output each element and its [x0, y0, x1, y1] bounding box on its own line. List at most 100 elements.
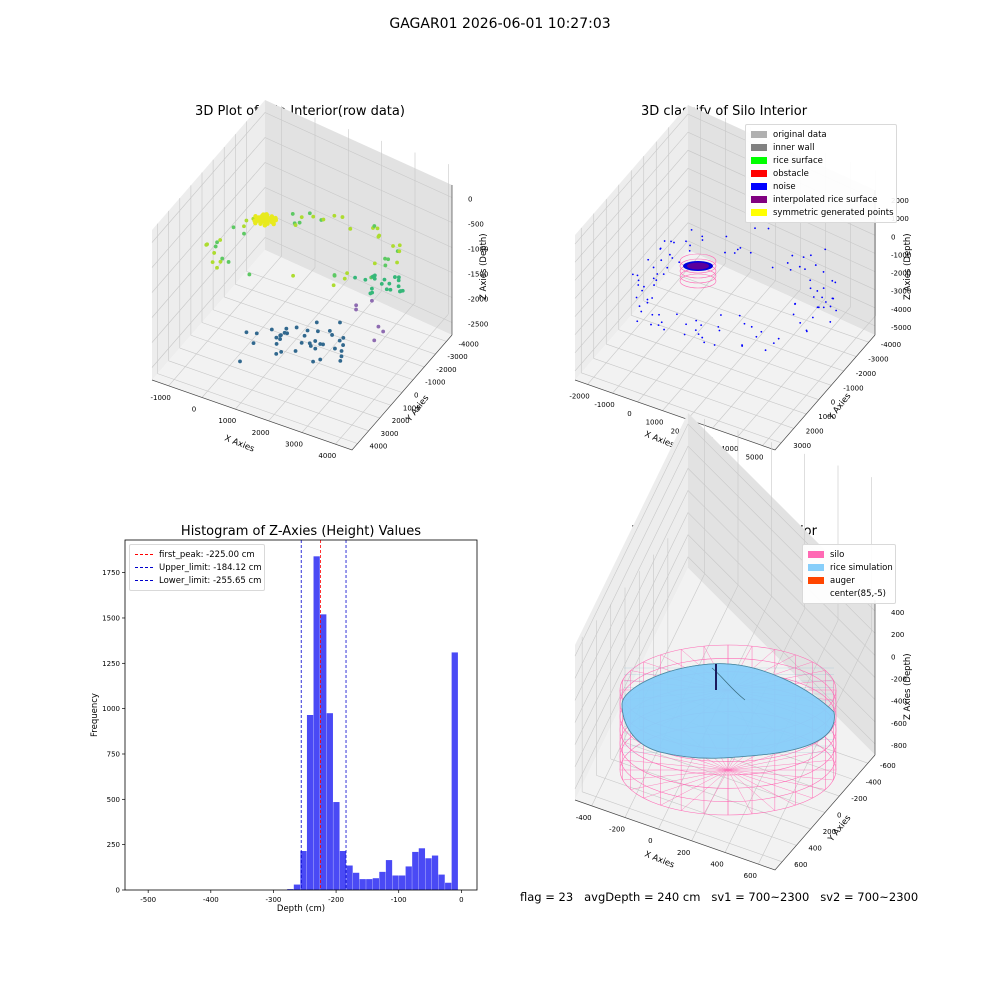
- histogram-bar: [346, 865, 353, 890]
- p1-point: [348, 226, 353, 231]
- p1-grid-y: [224, 296, 425, 368]
- legend-swatch: [808, 564, 824, 571]
- p2-noise-point: [809, 279, 812, 282]
- p2-noise-point: [834, 281, 837, 284]
- p1-point: [354, 303, 359, 308]
- p1-grid-x: [201, 267, 316, 398]
- histogram-bar: [431, 855, 439, 890]
- p1-point: [313, 346, 318, 351]
- p1-point: [251, 341, 256, 345]
- p1-point: [290, 212, 295, 216]
- p1-point: [291, 273, 295, 278]
- p1-point: [254, 331, 259, 336]
- rice-outline: [621, 663, 835, 759]
- p1-point: [332, 273, 337, 277]
- p1-ytick: 3000: [381, 430, 399, 438]
- p2-xtick: 5000: [746, 454, 764, 462]
- p1-point: [383, 256, 387, 261]
- p2-ztick: -2000: [891, 270, 911, 278]
- p4-xtick: 600: [744, 872, 757, 880]
- histogram-ytick: 1500: [102, 614, 120, 622]
- p1-grid-z: [151, 112, 453, 243]
- p1-point: [278, 333, 283, 338]
- figure-title: GAGAR01 2026-06-01 10:27:03: [389, 16, 611, 32]
- legend-entry: silo: [808, 548, 890, 561]
- p2-noise-point: [631, 273, 634, 276]
- legend-swatch: [808, 590, 824, 597]
- histogram-bar: [445, 882, 452, 890]
- histogram-bar: [425, 858, 432, 890]
- p2-silo-ring: [679, 258, 717, 274]
- histogram-frame: [124, 539, 478, 891]
- histogram-bar: [451, 652, 458, 890]
- p1-point: [387, 281, 392, 286]
- p1-point: [384, 287, 389, 292]
- p1-xtick: 4000: [318, 452, 336, 460]
- status-footer: flag = 23 avgDepth = 240 cm sv1 = 700~23…: [520, 890, 919, 904]
- p1-point: [274, 335, 279, 340]
- legend-entry: obstacle: [751, 167, 891, 180]
- legend-swatch: [751, 144, 767, 151]
- histogram-bar: [418, 848, 426, 890]
- p1-point: [375, 226, 380, 231]
- silo-spoke: [727, 769, 813, 799]
- histogram-ytick: 0: [116, 887, 120, 895]
- p2-noise-point: [660, 321, 663, 324]
- p1-point: [297, 220, 302, 225]
- p4-ztick: -800: [891, 742, 907, 750]
- p1-point: [238, 359, 242, 364]
- p2-noise-point: [816, 290, 819, 292]
- p1-point: [341, 343, 345, 347]
- p1-grid-y: [168, 360, 369, 432]
- panel2-ticks: -2000 -1000 0 1000 2000 3000 4000 5000 -4000 -300…: [569, 197, 911, 462]
- p2-noise-point: [662, 273, 665, 276]
- p4-ytick: 600: [794, 861, 807, 869]
- p1-point: [278, 337, 282, 341]
- p2-noise-point: [673, 241, 675, 244]
- p2-noise-point: [643, 285, 645, 288]
- p2-ztick: 0: [891, 233, 895, 241]
- p1-point: [331, 283, 336, 288]
- p2-noise-point: [683, 333, 686, 336]
- legend-entry: Upper_limit: -184.12 cm: [135, 561, 262, 574]
- p2-noise-point: [637, 284, 640, 286]
- p2-ztick: 2000: [891, 197, 909, 205]
- legend-swatch: [751, 196, 767, 203]
- p1-xtick: -1000: [150, 394, 170, 402]
- p1-ztick: -1500: [468, 271, 488, 279]
- p4-xtick: -200: [609, 826, 625, 834]
- p1-point: [293, 223, 298, 227]
- p1-point: [279, 349, 284, 354]
- histogram-xtick: 0: [459, 896, 463, 904]
- p2-noise-point: [733, 252, 736, 254]
- p1-grid-z: [151, 237, 453, 368]
- p4-ztick: 200: [891, 631, 904, 639]
- p2-noise-point: [831, 297, 834, 300]
- p2-noise-point: [663, 240, 666, 242]
- p1-point: [210, 260, 215, 265]
- silo-spoke: [727, 759, 834, 771]
- legend-swatch: [751, 170, 767, 177]
- p2-grid-z: [574, 204, 876, 335]
- p1-point: [226, 260, 231, 264]
- histogram-bar: [385, 860, 393, 890]
- p1-point: [382, 277, 387, 282]
- p1-point: [341, 335, 346, 340]
- p1-grid-y: [179, 347, 380, 419]
- p1-point: [314, 320, 319, 325]
- p1-point: [345, 271, 350, 276]
- silo-spoke: [727, 769, 796, 806]
- p1-grid-y: [201, 322, 403, 393]
- legend-label: Upper_limit: -184.12 cm: [159, 562, 262, 573]
- histogram-bar: [399, 875, 406, 890]
- histogram-bar: [333, 802, 340, 890]
- p2-noise-point: [772, 342, 775, 345]
- p1-point: [333, 346, 337, 351]
- p1-point: [299, 215, 304, 220]
- p2-noise-point: [777, 337, 780, 340]
- p2-noise-point: [689, 244, 691, 247]
- p2-noise-point: [652, 277, 655, 280]
- p4-grid-y: [596, 775, 797, 846]
